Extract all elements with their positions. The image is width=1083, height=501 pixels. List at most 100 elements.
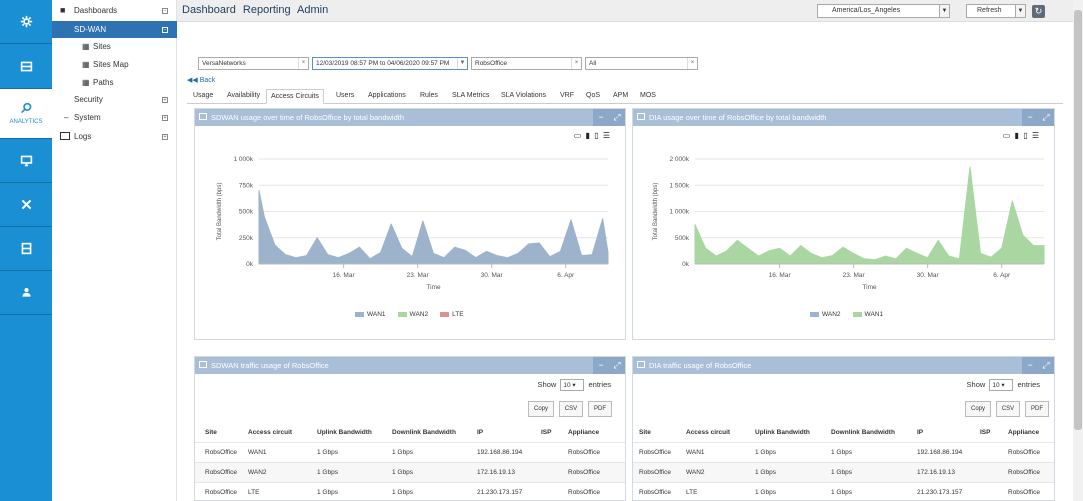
column-header[interactable]: Uplink Bandwidth — [755, 429, 810, 436]
legend-item-lte[interactable]: LTE — [440, 311, 464, 318]
circuit-filter[interactable]: All × — [585, 57, 698, 70]
column-header[interactable]: Appliance — [568, 429, 600, 436]
nav-admin[interactable]: Admin — [297, 4, 329, 16]
site-filter[interactable]: RobsOffice × — [471, 57, 582, 70]
table-row[interactable]: RobsOffice WAN2 1 Gbps 1 Gbps 172.16.19.13 Ro… — [195, 462, 625, 482]
table-row[interactable]: RobsOffice WAN2 1 Gbps 1 Gbps 172.16.19.13 Ro… — [633, 462, 1054, 482]
rail-inventory[interactable] — [0, 227, 52, 271]
legend-item-wan1[interactable]: WAN1 — [852, 311, 883, 318]
column-header[interactable]: Uplink Bandwidth — [317, 429, 372, 436]
clear-icon[interactable]: × — [571, 58, 581, 69]
tab-users[interactable]: Users — [336, 92, 355, 99]
expand-icon[interactable]: ⤢ — [1038, 357, 1054, 374]
table-row[interactable]: RobsOffice WAN1 1 Gbps 1 Gbps 192.168.86.194… — [633, 442, 1054, 462]
tab-rules[interactable]: Rules — [420, 92, 438, 99]
pdf-button[interactable]: PDF — [1025, 401, 1049, 417]
clear-icon[interactable]: × — [298, 58, 308, 69]
table-row[interactable]: RobsOffice LTE 1 Gbps 1 Gbps 21.230.173.157 R… — [195, 482, 625, 500]
tab-sla-metrics[interactable]: SLA Metrics — [452, 92, 490, 99]
rail-settings[interactable] — [0, 0, 52, 44]
tab-usage[interactable]: Usage — [193, 92, 214, 99]
tab-mos[interactable]: MOS — [640, 92, 656, 99]
tree-item-security[interactable]: Security + — [52, 91, 177, 108]
chart-type-icon[interactable]: ▮ — [1014, 131, 1020, 140]
tab-qos[interactable]: QoS — [586, 92, 601, 99]
column-header[interactable]: Downlink Bandwidth — [392, 429, 456, 436]
column-header[interactable]: Appliance — [1008, 429, 1040, 436]
rail-tools[interactable] — [0, 183, 52, 227]
tree-item-paths[interactable]: ▦ Paths — [52, 74, 177, 91]
expand-icon[interactable]: ⤢ — [609, 109, 625, 126]
tab-availability[interactable]: Availability — [227, 92, 260, 99]
rail-users[interactable] — [0, 271, 52, 315]
clear-icon[interactable]: × — [687, 58, 697, 69]
minimize-icon[interactable]: − — [593, 109, 609, 126]
collapse-icon[interactable]: − — [162, 26, 168, 33]
table-row[interactable]: RobsOffice LTE 1 Gbps 1 Gbps 21.230.173.157 R… — [633, 482, 1054, 500]
nav-dashboard[interactable]: Dashboard — [182, 4, 236, 16]
entries-select[interactable]: 10 ▾ — [560, 379, 585, 391]
tab-sla-violations[interactable]: SLA Violations — [501, 92, 547, 99]
table-row[interactable]: RobsOffice WAN1 1 Gbps 1 Gbps 192.168.86.194… — [195, 442, 625, 462]
tab-vrf[interactable]: VRF — [560, 92, 574, 99]
refresh-icon[interactable]: ↻ — [1032, 5, 1045, 18]
minimize-icon[interactable]: − — [1022, 357, 1038, 374]
back-link[interactable]: ◀◀ Back — [187, 77, 216, 84]
scrollbar-thumb[interactable] — [1074, 10, 1082, 430]
tree-item-sites[interactable]: ▦ Sites — [52, 38, 177, 55]
chart-type-icon[interactable]: ▯ — [594, 131, 600, 140]
timezone-select[interactable]: America/Los_Angeles ▼ — [817, 4, 950, 18]
minimize-icon[interactable]: − — [1022, 109, 1038, 126]
rail-analytics[interactable]: ANALYTICS — [0, 89, 52, 139]
copy-button[interactable]: Copy — [965, 401, 991, 417]
tab-applications[interactable]: Applications — [368, 92, 406, 99]
column-header[interactable]: IP — [477, 429, 484, 436]
tree-item-dashboards[interactable]: ■ Dashboards − — [52, 2, 177, 19]
page-scrollbar[interactable] — [1073, 0, 1083, 501]
rail-monitor[interactable] — [0, 139, 52, 183]
legend-item-wan2[interactable]: WAN2 — [810, 311, 841, 318]
copy-button[interactable]: Copy — [528, 401, 554, 417]
nav-reporting[interactable]: Reporting — [242, 4, 291, 16]
expand-icon[interactable]: + — [162, 96, 168, 103]
menu-icon[interactable]: ☰ — [602, 131, 611, 140]
chart-type-icon[interactable]: ▮ — [585, 131, 591, 140]
tab-access-circuits[interactable]: Access Circuits — [266, 89, 324, 104]
csv-button[interactable]: CSV — [559, 401, 583, 417]
tree-item-sites-map[interactable]: ▦ Sites Map — [52, 56, 177, 73]
collapse-icon[interactable]: − — [162, 7, 168, 14]
expand-icon[interactable]: ⤢ — [1038, 109, 1054, 126]
column-header[interactable]: Downlink Bandwidth — [831, 429, 895, 436]
chart-type-icon[interactable]: ▯ — [1023, 131, 1029, 140]
legend-item-wan1[interactable]: WAN1 — [355, 311, 386, 318]
chart-type-icon[interactable]: ▭ — [573, 131, 583, 140]
tree-label: Sites Map — [93, 60, 129, 69]
entries-select[interactable]: 10 ▾ — [989, 379, 1014, 391]
rail-dashboard[interactable] — [0, 44, 52, 89]
column-header[interactable]: ISP — [541, 429, 552, 436]
org-filter[interactable]: VersaNetworks × — [198, 57, 309, 70]
expand-icon[interactable]: + — [162, 133, 168, 140]
menu-icon[interactable]: ☰ — [1031, 131, 1040, 140]
series-area-wan1 — [258, 190, 609, 265]
column-header[interactable]: Access circuit — [686, 429, 731, 436]
csv-button[interactable]: CSV — [996, 401, 1020, 417]
legend-item-wan2[interactable]: WAN2 — [397, 311, 428, 318]
expand-icon[interactable]: + — [162, 114, 168, 121]
column-header[interactable]: IP — [917, 429, 924, 436]
column-header[interactable]: Site — [205, 429, 217, 436]
refresh-select[interactable]: Refresh ▼ — [966, 4, 1026, 18]
column-header[interactable]: Site — [639, 429, 651, 436]
column-header[interactable]: ISP — [980, 429, 991, 436]
tree-item-system[interactable]: – System + — [52, 109, 177, 126]
tree-item-sdwan[interactable]: SD-WAN − — [52, 21, 177, 38]
chevron-down-icon[interactable]: ▼ — [457, 58, 467, 69]
tab-apm[interactable]: APM — [613, 92, 629, 99]
column-header[interactable]: Access circuit — [248, 429, 293, 436]
chart-type-icon[interactable]: ▭ — [1002, 131, 1012, 140]
minimize-icon[interactable]: − — [593, 357, 609, 374]
date-range-filter[interactable]: 12/03/2019 08:57 PM to 04/06/2020 09:57 … — [312, 57, 468, 70]
expand-icon[interactable]: ⤢ — [609, 357, 625, 374]
pdf-button[interactable]: PDF — [588, 401, 612, 417]
tree-item-logs[interactable]: Logs + — [52, 128, 177, 145]
